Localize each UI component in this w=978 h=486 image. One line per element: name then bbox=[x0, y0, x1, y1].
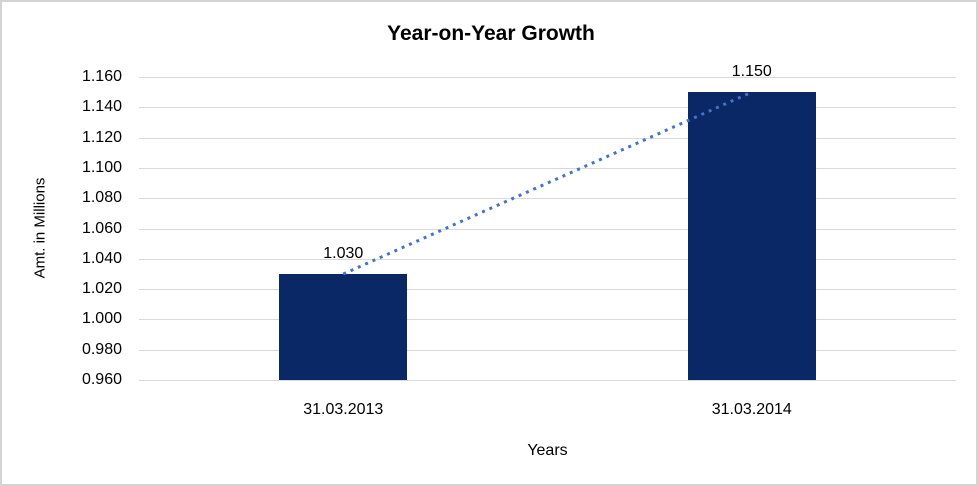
gridline bbox=[139, 349, 956, 351]
y-tick-label: 1.040 bbox=[81, 249, 122, 267]
chart-title: Year-on-Year Growth bbox=[387, 22, 595, 45]
bar-value-label: 1.030 bbox=[323, 244, 364, 262]
gridline bbox=[139, 380, 956, 381]
y-tick-label: 1.000 bbox=[81, 310, 122, 328]
gridline bbox=[139, 228, 956, 230]
y-tick-label: 1.020 bbox=[81, 280, 122, 298]
y-tick-label: 0.960 bbox=[81, 371, 122, 388]
y-tick-label: 0.980 bbox=[81, 340, 122, 358]
y-tick-label: 1.080 bbox=[81, 189, 122, 207]
gridline bbox=[139, 198, 956, 200]
y-tick-label: 1.060 bbox=[81, 219, 122, 237]
category-label: 31.03.2013 bbox=[303, 401, 384, 418]
gridline bbox=[139, 289, 956, 291]
y-tick-label: 1.100 bbox=[81, 158, 122, 176]
y-tick-label: 1.160 bbox=[81, 68, 122, 85]
bar bbox=[279, 273, 408, 380]
gridline bbox=[139, 77, 956, 78]
plot-area bbox=[139, 77, 956, 381]
gridline bbox=[139, 319, 956, 321]
gridline bbox=[139, 107, 956, 109]
gridline bbox=[139, 137, 956, 139]
bar bbox=[687, 92, 816, 380]
x-axis-title: Years bbox=[527, 442, 568, 459]
y-tick-label: 1.120 bbox=[81, 128, 122, 146]
y-tick-label: 1.140 bbox=[81, 98, 122, 116]
gridline bbox=[139, 258, 956, 260]
category-label: 31.03.2014 bbox=[711, 401, 792, 418]
gridline bbox=[139, 167, 956, 169]
bar-value-label: 1.150 bbox=[731, 63, 772, 81]
